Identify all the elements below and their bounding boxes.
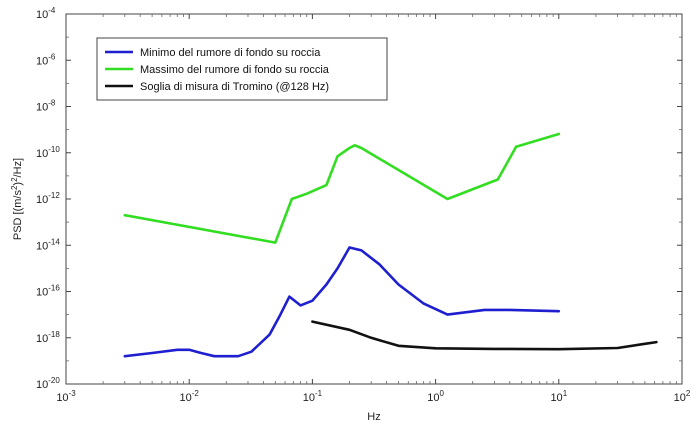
series-line-3 bbox=[311, 320, 658, 351]
y-tick-label: 10-6 bbox=[36, 52, 56, 67]
y-tick-label: 10-4 bbox=[36, 6, 56, 21]
x-axis: 10-3 10-2 10-1 100 101 102 bbox=[56, 14, 691, 404]
y-tick-label: 10-10 bbox=[36, 145, 60, 160]
legend-label: Soglia di misura di Tromino (@128 Hz) bbox=[140, 81, 329, 93]
y-tick-label: 10-20 bbox=[36, 376, 60, 391]
legend-label: Minimo del rumore di fondo su roccia bbox=[140, 47, 321, 59]
y-tick-label: 10-8 bbox=[36, 99, 56, 114]
legend-label: Massimo del rumore di fondo su roccia bbox=[140, 64, 330, 76]
y-tick-label: 10-18 bbox=[36, 330, 60, 345]
series-layer bbox=[123, 132, 658, 358]
x-tick-label: 10-2 bbox=[180, 389, 200, 404]
y-tick-label: 10-12 bbox=[36, 191, 60, 206]
series-line-1 bbox=[123, 246, 561, 358]
legend: Minimo del rumore di fondo su roccia Mass… bbox=[96, 37, 388, 101]
x-tick-label: 100 bbox=[427, 389, 444, 404]
series-line-2 bbox=[123, 132, 561, 244]
y-axis: 10-20 10-18 10-16 10-14 10-12 10-10 10-8 10-6 10… bbox=[36, 6, 682, 391]
y-tick-label: 10-14 bbox=[36, 237, 60, 252]
x-axis-label: Hz bbox=[367, 411, 380, 423]
x-tick-label: 102 bbox=[674, 389, 691, 404]
y-axis-label: PSD [(m/s2)2/Hz] bbox=[10, 158, 24, 240]
x-tick-label: 10-3 bbox=[56, 389, 76, 404]
x-tick-label: 10-1 bbox=[303, 389, 323, 404]
y-tick-label: 10-16 bbox=[36, 284, 60, 299]
legend-box bbox=[96, 37, 388, 101]
x-tick-label: 101 bbox=[550, 389, 567, 404]
